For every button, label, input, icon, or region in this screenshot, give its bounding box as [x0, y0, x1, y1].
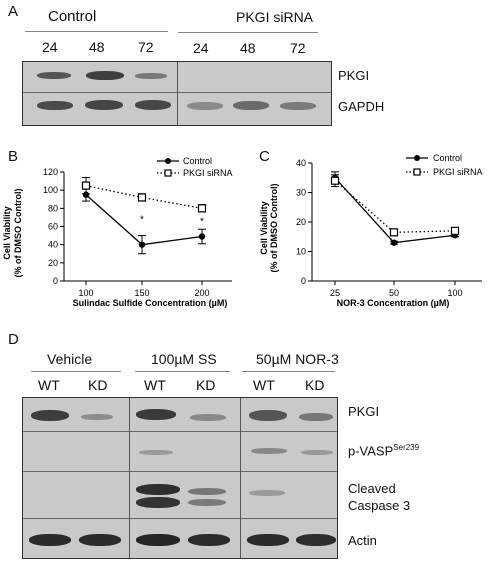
panel-c-letter: C	[259, 148, 270, 165]
lane-label: KD	[305, 377, 325, 393]
legend-pkgi-sirna: PKGI siRNA	[183, 168, 233, 178]
p-vasp-superscript: Ser239	[393, 443, 420, 452]
data-point	[198, 233, 206, 240]
chart-c-ylabel-2: (% of DMSO Control)	[269, 184, 279, 273]
chart-b: 0 20 40 60 80 100 120 100 150 200 * * Cell Viabilit…	[2, 156, 233, 308]
svg-text:(% of DMSO Control): (% of DMSO Control)	[269, 184, 279, 273]
group-underline	[135, 371, 230, 372]
blot-label-cleaved: Cleaved	[348, 481, 396, 496]
time-label: 48	[89, 39, 105, 55]
x-tick-label: 100	[447, 288, 462, 298]
time-label: 48	[240, 40, 256, 56]
group-underline	[242, 371, 335, 372]
panel-b-letter: B	[8, 148, 19, 165]
group-label-vehicle: Vehicle	[47, 351, 93, 367]
data-point	[81, 181, 91, 190]
blot-label-caspase3: Caspase 3	[348, 498, 411, 513]
x-tick-label: 100	[78, 288, 93, 298]
group-underline-control	[25, 31, 168, 32]
group-label-control: Control	[48, 8, 97, 25]
svg-text:(% of DMSO Control): (% of DMSO Control)	[13, 189, 23, 278]
lane-label: KD	[196, 377, 216, 393]
x-tick-label: 50	[389, 288, 399, 298]
group-label-ss: 100µM SS	[151, 351, 217, 367]
lane-label: WT	[38, 377, 60, 393]
data-point	[330, 176, 340, 185]
lane-label: WT	[144, 377, 166, 393]
significance-marker: *	[200, 217, 204, 228]
chart-c-legend: Control PKGI siRNA	[406, 153, 483, 177]
y-tick-label: 0	[301, 276, 306, 286]
y-tick-label: 0	[53, 276, 58, 286]
time-label: 72	[290, 40, 306, 56]
data-point	[390, 239, 398, 246]
y-tick-label: 40	[296, 158, 306, 168]
blot-label-gapdh: GAPDH	[338, 99, 385, 114]
data-point	[197, 204, 207, 213]
legend-control: Control	[183, 156, 212, 166]
y-tick-label: 100	[43, 185, 58, 195]
data-point	[389, 228, 399, 237]
time-label: 72	[138, 39, 154, 55]
significance-marker: *	[140, 214, 144, 225]
x-tick-label: 25	[330, 288, 340, 298]
group-label-nor3: 50µM NOR-3	[256, 351, 339, 367]
time-label: 24	[42, 39, 58, 55]
time-label: 24	[193, 40, 209, 56]
data-point	[450, 226, 460, 235]
x-tick-label: 150	[134, 288, 149, 298]
y-tick-label: 30	[296, 188, 306, 198]
svg-text:Cell Viability: Cell Viability	[2, 206, 12, 259]
western-blot-a	[22, 61, 332, 126]
svg-text:Cell Viability: Cell Viability	[259, 201, 269, 254]
group-underline	[31, 371, 121, 372]
chart-b-ylabel-2: (% of DMSO Control)	[13, 189, 23, 278]
data-point	[137, 193, 147, 202]
chart-c: 0 10 20 30 40 25 50 100 Cell Viability (% of DM…	[259, 153, 483, 308]
blot-label-actin: Actin	[348, 533, 377, 548]
series-line	[334, 180, 456, 233]
y-tick-label: 40	[48, 240, 58, 250]
chart-b-xlabel: Sulindac Sulfide Concentration (µM)	[73, 298, 228, 308]
x-tick-label: 200	[194, 288, 209, 298]
y-tick-label: 120	[43, 167, 58, 177]
blot-label-p-vasp: p-VASPSer239	[348, 443, 420, 459]
panel-d-letter: D	[8, 331, 19, 348]
lane-label: KD	[88, 377, 108, 393]
blot-label-pkgi: PKGI	[338, 68, 370, 83]
legend-pkgi-sirna: PKGI siRNA	[433, 167, 483, 177]
western-blot-d	[22, 397, 338, 559]
chart-b-ylabel-1: Cell Viability	[2, 206, 12, 259]
y-tick-label: 10	[296, 247, 306, 257]
y-tick-label: 20	[296, 217, 306, 227]
group-underline-pkgi	[178, 32, 318, 33]
chart-c-ylabel-1: Cell Viability	[259, 201, 269, 254]
blot-label-pkgi: PKGI	[348, 404, 380, 419]
group-label-pkgi-sirna: PKGI siRNA	[236, 9, 314, 25]
chart-b-legend: Control PKGI siRNA	[157, 156, 233, 178]
series-line	[85, 194, 203, 246]
y-tick-label: 80	[48, 203, 58, 213]
y-tick-label: 20	[48, 258, 58, 268]
lane-label: WT	[253, 377, 275, 393]
chart-c-xlabel: NOR-3 Concentration (µM)	[337, 298, 450, 308]
data-point	[138, 241, 146, 248]
panel-a-letter: A	[8, 3, 19, 20]
y-tick-label: 60	[48, 222, 58, 232]
data-point	[82, 191, 90, 198]
legend-control: Control	[433, 153, 462, 163]
